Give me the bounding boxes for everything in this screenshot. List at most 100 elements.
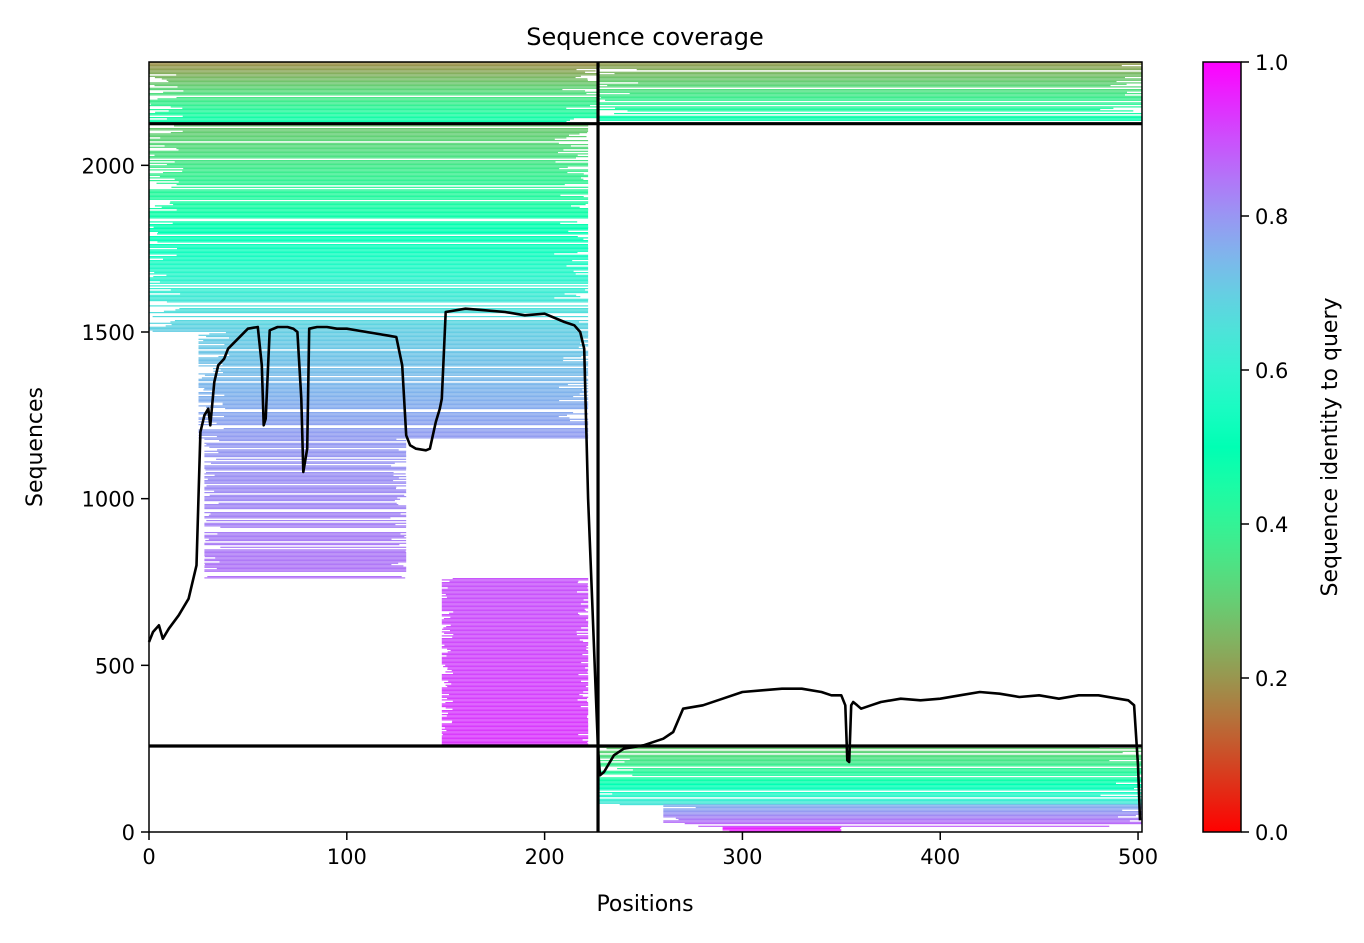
coverage-row [149, 294, 577, 296]
coverage-row [182, 115, 598, 117]
coverage-row [176, 209, 589, 211]
coverage-row [149, 238, 584, 240]
coverage-row [198, 429, 589, 431]
coverage-row [598, 65, 1122, 67]
coverage-row [198, 352, 589, 354]
coverage-row [453, 672, 589, 674]
coverage-row [663, 816, 1118, 818]
coverage-row [204, 542, 407, 544]
coverage-row [198, 412, 574, 414]
coverage-row [446, 715, 588, 717]
coverage-row [441, 654, 583, 656]
coverage-row [441, 691, 584, 693]
coverage-row [441, 639, 580, 641]
coverage-row [441, 735, 589, 737]
y-axis-label: Sequences [23, 387, 48, 507]
coverage-row [598, 770, 1142, 772]
colorbar-tick-label: 0.2 [1255, 667, 1288, 691]
coverage-row [203, 340, 589, 342]
coverage-row [203, 389, 583, 391]
coverage-row [451, 670, 589, 672]
coverage-row [598, 765, 1142, 767]
coverage-row [216, 568, 407, 570]
coverage-row [441, 602, 589, 604]
coverage-row [441, 738, 589, 740]
colorbar-ticks: 0.0 0.2 0.4 0.6 0.8 1.0 [1241, 51, 1288, 845]
coverage-row [205, 540, 407, 542]
coverage-row [198, 342, 581, 344]
coverage-row [198, 386, 559, 388]
coverage-row [204, 554, 407, 556]
coverage-row [722, 828, 841, 830]
coverage-row [170, 201, 589, 203]
coverage-row [149, 160, 589, 162]
coverage-row [149, 121, 567, 123]
coverage-row [598, 98, 1142, 100]
coverage-row [168, 81, 599, 83]
coverage-row [205, 469, 407, 471]
coverage-row [149, 197, 589, 199]
coverage-row [452, 700, 588, 702]
coverage-row [598, 756, 1142, 758]
coverage-row [174, 125, 589, 127]
coverage-row [168, 110, 599, 112]
coverage-row [441, 598, 589, 600]
colorbar-label: Sequence identity to query [1318, 297, 1343, 596]
coverage-row [149, 138, 555, 140]
coverage-row [441, 622, 589, 624]
coverage-row [441, 640, 584, 642]
coverage-row [174, 178, 584, 180]
coverage-row [598, 102, 1142, 104]
coverage-row [149, 208, 589, 210]
colorbar-tick-label: 0.6 [1255, 359, 1288, 383]
coverage-row [170, 132, 588, 134]
coverage-row [198, 353, 589, 355]
coverage-row [598, 782, 1116, 784]
coverage-row [722, 829, 842, 831]
coverage-row [149, 269, 589, 271]
y-tick-label: 0 [122, 821, 135, 845]
coverage-row [149, 265, 567, 267]
coverage-row [229, 337, 589, 339]
coverage-row [149, 146, 589, 148]
coverage-row [598, 798, 1142, 800]
coverage-row [149, 270, 574, 272]
y-tick-label: 1500 [82, 321, 135, 345]
coverage-row [204, 552, 407, 554]
coverage-row [149, 246, 589, 248]
coverage-row [598, 764, 1142, 766]
coverage-row [204, 476, 407, 478]
coverage-row [443, 618, 589, 620]
coverage-row [213, 368, 589, 370]
plot-area [149, 62, 1142, 832]
coverage-row [178, 181, 589, 183]
coverage-row [447, 698, 588, 700]
coverage-row [441, 646, 587, 648]
colorbar-tick-label: 0.0 [1255, 821, 1288, 845]
coverage-row [441, 615, 589, 617]
coverage-row [441, 719, 589, 721]
coverage-row [598, 802, 1142, 804]
coverage-row [446, 655, 589, 657]
coverage-row [453, 634, 577, 636]
coverage-row [441, 635, 589, 637]
coverage-row [598, 780, 1142, 782]
coverage-row [210, 513, 401, 515]
coverage-row [204, 558, 407, 560]
coverage-row [149, 114, 598, 116]
coverage-row [598, 792, 1142, 794]
coverage-row [156, 182, 589, 184]
coverage-row [445, 684, 589, 686]
coverage-row [441, 595, 589, 597]
coverage-row [441, 582, 578, 584]
coverage-row [149, 65, 598, 67]
coverage-row [198, 338, 583, 340]
coverage-row [453, 611, 589, 613]
coverage-row [204, 570, 407, 572]
coverage-row [149, 217, 589, 219]
coverage-row [204, 504, 399, 506]
coverage-row [441, 642, 589, 644]
coverage-row [598, 78, 1142, 80]
coverage-row [149, 277, 589, 279]
coverage-row [663, 820, 1130, 822]
